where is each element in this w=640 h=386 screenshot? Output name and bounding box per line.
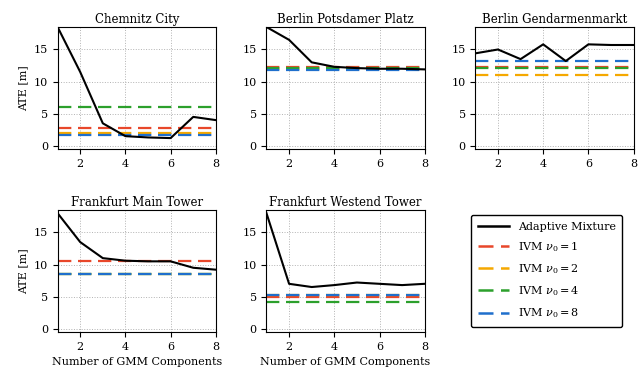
Y-axis label: ATE [m]: ATE [m] xyxy=(18,65,28,111)
Title: Berlin Gendarmenmarkt: Berlin Gendarmenmarkt xyxy=(482,13,627,26)
Legend: Adaptive Mixture, IVM $\nu_0 = 1$, IVM $\nu_0 = 2$, IVM $\nu_0 = 4$, IVM $\nu_0 : Adaptive Mixture, IVM $\nu_0 = 1$, IVM $… xyxy=(471,215,622,327)
Title: Berlin Potsdamer Platz: Berlin Potsdamer Platz xyxy=(277,13,414,26)
X-axis label: Number of GMM Components: Number of GMM Components xyxy=(52,357,222,367)
X-axis label: Number of GMM Components: Number of GMM Components xyxy=(260,357,431,367)
Title: Chemnitz City: Chemnitz City xyxy=(95,13,179,26)
Y-axis label: ATE [m]: ATE [m] xyxy=(18,248,28,294)
Title: Frankfurt Main Tower: Frankfurt Main Tower xyxy=(70,196,203,209)
Title: Frankfurt Westend Tower: Frankfurt Westend Tower xyxy=(269,196,422,209)
